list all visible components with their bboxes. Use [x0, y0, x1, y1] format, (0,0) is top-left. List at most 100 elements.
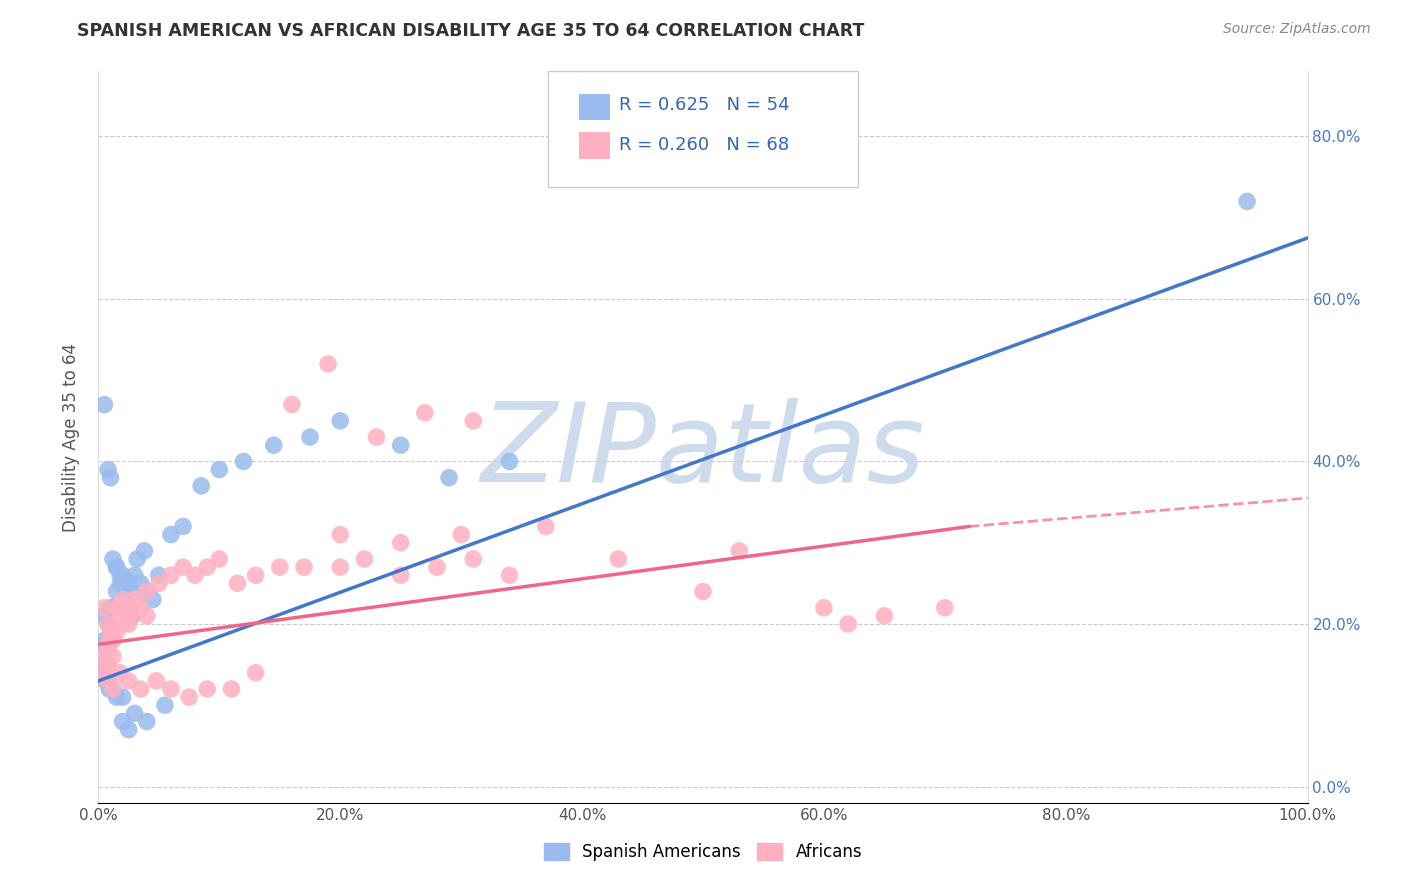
- Point: [179, 690, 201, 705]
- Y-axis label: Disability Age 35 to 64: Disability Age 35 to 64: [62, 343, 80, 532]
- Point: [463, 552, 485, 566]
- Point: [111, 568, 134, 582]
- Point: [105, 600, 128, 615]
- Point: [124, 568, 146, 582]
- Point: [100, 471, 122, 485]
- Point: [263, 438, 285, 452]
- Point: [101, 600, 124, 615]
- Point: [837, 617, 859, 632]
- Point: [127, 552, 149, 566]
- Point: [105, 560, 128, 574]
- Point: [118, 673, 141, 688]
- Point: [366, 430, 388, 444]
- Point: [111, 690, 134, 705]
- Point: [108, 576, 131, 591]
- Point: [114, 576, 136, 591]
- Point: [129, 576, 152, 591]
- Point: [93, 398, 115, 412]
- Point: [127, 592, 149, 607]
- Point: [607, 552, 630, 566]
- Point: [111, 714, 134, 729]
- Text: Source: ZipAtlas.com: Source: ZipAtlas.com: [1223, 22, 1371, 37]
- Point: [413, 406, 436, 420]
- Point: [145, 673, 167, 688]
- Point: [96, 641, 118, 656]
- Point: [389, 535, 412, 549]
- Point: [692, 584, 714, 599]
- Point: [426, 560, 449, 574]
- Point: [108, 600, 131, 615]
- Point: [353, 552, 375, 566]
- Point: [118, 723, 141, 737]
- Point: [534, 519, 557, 533]
- Point: [91, 657, 114, 672]
- Point: [97, 657, 120, 672]
- Point: [114, 584, 136, 599]
- Text: ZIPatlas: ZIPatlas: [481, 398, 925, 505]
- Point: [221, 681, 243, 696]
- Point: [873, 608, 896, 623]
- Point: [108, 608, 131, 623]
- Point: [498, 454, 520, 468]
- Point: [498, 568, 520, 582]
- Point: [208, 552, 231, 566]
- Point: [208, 462, 231, 476]
- Point: [121, 584, 143, 599]
- Point: [121, 608, 143, 623]
- Point: [97, 617, 120, 632]
- Point: [105, 625, 128, 640]
- Point: [172, 560, 194, 574]
- Point: [101, 649, 124, 664]
- Point: [281, 398, 304, 412]
- Point: [135, 584, 157, 599]
- Point: [97, 673, 120, 688]
- Point: [101, 681, 124, 696]
- Text: SPANISH AMERICAN VS AFRICAN DISABILITY AGE 35 TO 64 CORRELATION CHART: SPANISH AMERICAN VS AFRICAN DISABILITY A…: [77, 22, 865, 40]
- Point: [100, 625, 122, 640]
- Point: [114, 600, 136, 615]
- Point: [118, 608, 141, 623]
- Point: [93, 665, 115, 680]
- Point: [148, 576, 170, 591]
- Point: [329, 527, 352, 541]
- Point: [226, 576, 249, 591]
- Point: [299, 430, 322, 444]
- Point: [97, 641, 120, 656]
- Point: [108, 568, 131, 582]
- Point: [108, 665, 131, 680]
- Point: [153, 698, 176, 713]
- Point: [195, 560, 218, 574]
- Point: [111, 617, 134, 632]
- Point: [148, 568, 170, 582]
- Point: [160, 527, 183, 541]
- Point: [135, 584, 157, 599]
- Point: [93, 608, 115, 623]
- Point: [93, 649, 115, 664]
- Legend: Spanish Americans, Africans: Spanish Americans, Africans: [537, 836, 869, 868]
- Point: [184, 568, 207, 582]
- Point: [1236, 194, 1258, 209]
- Point: [450, 527, 472, 541]
- Point: [292, 560, 315, 574]
- Point: [129, 681, 152, 696]
- Point: [111, 576, 134, 591]
- Point: [316, 357, 339, 371]
- Point: [135, 608, 157, 623]
- Point: [813, 600, 835, 615]
- Point: [245, 568, 267, 582]
- Point: [118, 600, 141, 615]
- Point: [101, 552, 124, 566]
- Point: [269, 560, 291, 574]
- Point: [118, 576, 141, 591]
- Point: [232, 454, 254, 468]
- Point: [118, 608, 141, 623]
- Text: R = 0.625   N = 54: R = 0.625 N = 54: [619, 96, 789, 114]
- Point: [93, 600, 115, 615]
- Point: [190, 479, 212, 493]
- Point: [160, 681, 183, 696]
- Point: [437, 471, 460, 485]
- Point: [329, 414, 352, 428]
- Text: R = 0.260   N = 68: R = 0.260 N = 68: [619, 136, 789, 153]
- Point: [105, 560, 128, 574]
- Point: [100, 625, 122, 640]
